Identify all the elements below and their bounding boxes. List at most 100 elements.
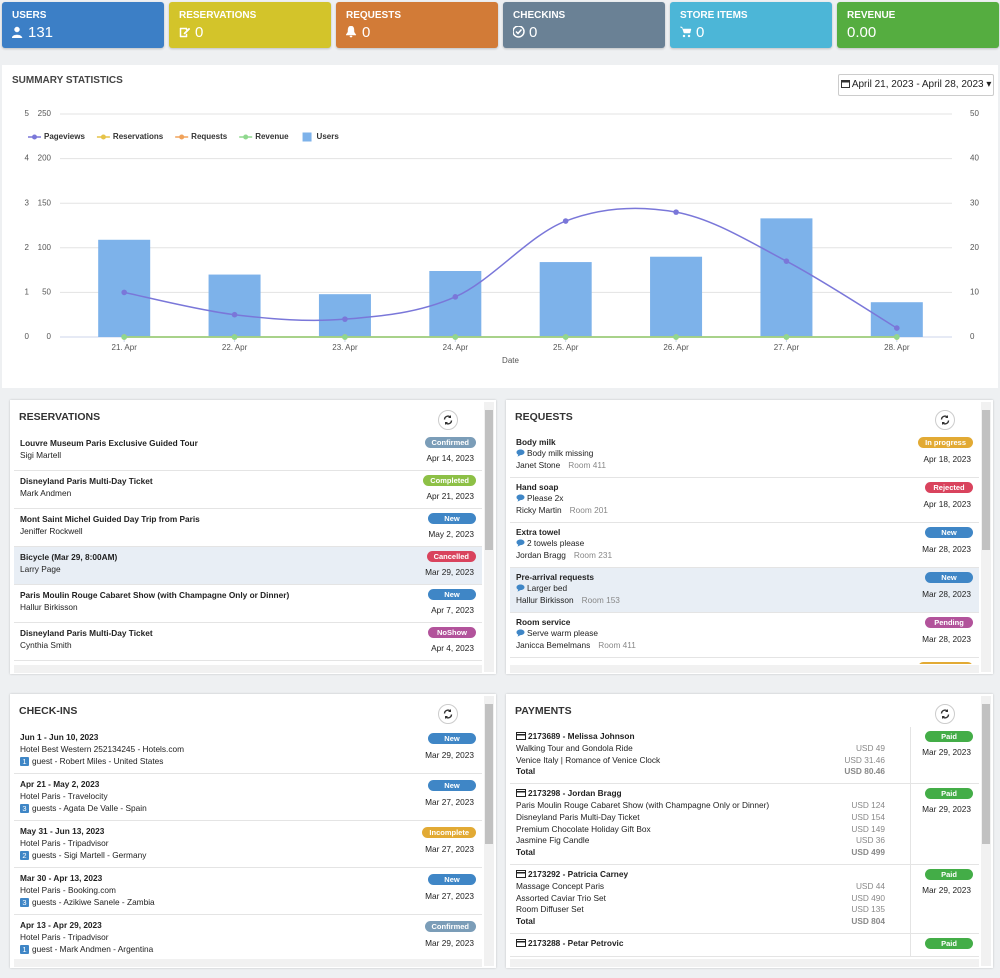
line-item: Massage Concept Paris: [516, 880, 605, 891]
stat-value: 0: [696, 24, 705, 41]
guest-name: Jeniffer Rockwell: [20, 526, 83, 536]
h-scrollbar[interactable]: [510, 959, 979, 967]
comment-text: Please 2x: [527, 493, 564, 503]
card-icon: [516, 789, 526, 798]
x-tick-label: 23. Apr: [332, 343, 358, 352]
stat-icon: [12, 26, 23, 38]
stat-value: 0: [529, 24, 538, 41]
checkin-item: Jun 1 - Jun 10, 2023 Hotel Best Western 2…: [14, 727, 482, 774]
status-badge: New: [925, 527, 973, 538]
status-badge: Paid: [925, 788, 973, 800]
icon-shape: [680, 26, 692, 38]
order-header: 2173288 - Petar Petrovic: [516, 938, 623, 948]
stat-value: 0: [195, 24, 204, 41]
guest-name: Jordan Bragg: [516, 550, 566, 560]
panel-title: CHECK-INS: [19, 705, 78, 717]
status-badge: NoShow: [428, 627, 476, 638]
stat-label: REQUESTS: [346, 10, 402, 21]
status-badge: New: [925, 572, 973, 583]
scrollbar-thumb[interactable]: [982, 704, 990, 844]
request-item: Help with luggage In progress: [510, 658, 979, 664]
scrollbar[interactable]: [981, 696, 991, 966]
y3-tick-label: 2: [25, 243, 30, 252]
status-badge: Pending: [925, 617, 973, 628]
x-tick-label: 21. Apr: [112, 343, 138, 352]
request-comment: Serve warm please: [516, 628, 598, 638]
scrollbar[interactable]: [484, 696, 494, 966]
scrollbar-thumb[interactable]: [982, 410, 990, 550]
guest-name: Cynthia Smith: [20, 640, 72, 650]
refresh-button[interactable]: [935, 704, 955, 724]
request-title: Room service: [516, 617, 571, 627]
stat-icon: [179, 27, 191, 38]
y3-tick-label: 0: [25, 332, 30, 341]
requests-panel: REQUESTS Body milk Body milk missing Janet …: [506, 400, 993, 674]
stat-label: RESERVATIONS: [179, 10, 257, 21]
status-badge: Rejected: [925, 482, 973, 493]
y-tick-label: 250: [38, 109, 52, 118]
order-id: 2173288 - Petar Petrovic: [528, 937, 624, 948]
summary-title: SUMMARY STATISTICS: [12, 75, 123, 86]
bar: [98, 239, 151, 337]
checkin-date: Mar 27, 2023: [425, 844, 474, 854]
stat-label: STORE ITEMS: [680, 10, 748, 21]
guests: 3 guests - Azikiwe Sanele - Zambia: [20, 897, 155, 907]
room: Room 411: [598, 640, 636, 650]
request-item: Extra towel 2 towels please Jordan Bragg Ro…: [510, 523, 979, 568]
x-tick-label: 26. Apr: [663, 343, 689, 352]
panel-body: Body milk Body milk missing Janet Stone Roo…: [510, 433, 979, 664]
room: Room 411: [568, 460, 606, 470]
bar: [760, 218, 813, 337]
request-guest: Janet Stone Room 411: [516, 460, 606, 470]
hotel: Hotel Paris - Travelocity: [20, 791, 108, 801]
scrollbar-thumb[interactable]: [485, 410, 493, 550]
legend-marker: [32, 134, 37, 140]
status-badge: Paid: [925, 937, 973, 949]
refresh-button[interactable]: [438, 410, 458, 430]
guest-count: 1: [20, 757, 29, 766]
checkin-date: Mar 29, 2023: [425, 750, 474, 760]
scrollbar[interactable]: [981, 402, 991, 672]
date-range-button[interactable]: April 21, 2023 - April 28, 2023 ▾: [838, 74, 994, 96]
h-scrollbar[interactable]: [14, 665, 482, 673]
status-badge: New: [428, 513, 476, 524]
comment-icon: [516, 584, 525, 592]
x-tick-label: 25. Apr: [553, 343, 579, 352]
line-item: Venice Italy | Romance of Venice Clock: [516, 754, 661, 765]
order-id: 2173298 - Jordan Bragg: [528, 788, 622, 799]
refresh-button[interactable]: [438, 704, 458, 724]
icon-shape: [12, 26, 23, 38]
y2-tick-label: 50: [970, 109, 979, 118]
legend-marker: [302, 132, 312, 142]
scrollbar-thumb[interactable]: [485, 704, 493, 844]
h-scrollbar[interactable]: [14, 959, 482, 967]
checkin-item: Apr 13 - Apr 29, 2023 Hotel Paris - Tripa…: [14, 915, 482, 958]
request-guest: Ricky Martin Room 201: [516, 505, 608, 515]
total-label: Total: [516, 915, 536, 926]
order-header: 2173292 - Patricia Carney: [516, 869, 628, 879]
payment-date: Mar 29, 2023: [922, 747, 971, 757]
panel-title: PAYMENTS: [515, 705, 572, 717]
scrollbar[interactable]: [484, 402, 494, 672]
series-point: [783, 334, 790, 340]
guest-text: guests - Agata De Valle - Spain: [32, 803, 147, 813]
stay-dates: Mar 30 - Apr 13, 2023: [20, 873, 103, 883]
total-amount: USD 804: [851, 915, 885, 926]
guest-name: Janet Stone: [516, 460, 561, 470]
h-scrollbar[interactable]: [510, 665, 979, 673]
request-comment: Body milk missing: [516, 448, 593, 458]
total-label: Total: [516, 766, 536, 777]
refresh-button[interactable]: [935, 410, 955, 430]
x-tick-label: 27. Apr: [774, 343, 800, 352]
reservation-date: Apr 4, 2023: [431, 643, 474, 653]
series-point: [342, 334, 348, 340]
stat-icon: [513, 26, 525, 38]
refresh-icon: [940, 415, 950, 425]
guest-name: Hallur Birkisson: [20, 602, 78, 612]
request-guest: Hallur Birkisson Room 153: [516, 595, 620, 605]
payments-panel: PAYMENTS 2173689 - Melissa Johnson Walking…: [506, 694, 993, 968]
bar: [318, 294, 371, 337]
column-divider: [910, 864, 911, 933]
reservation-item: Paris Moulin Rouge Cabaret Show (with Ch…: [14, 585, 482, 623]
